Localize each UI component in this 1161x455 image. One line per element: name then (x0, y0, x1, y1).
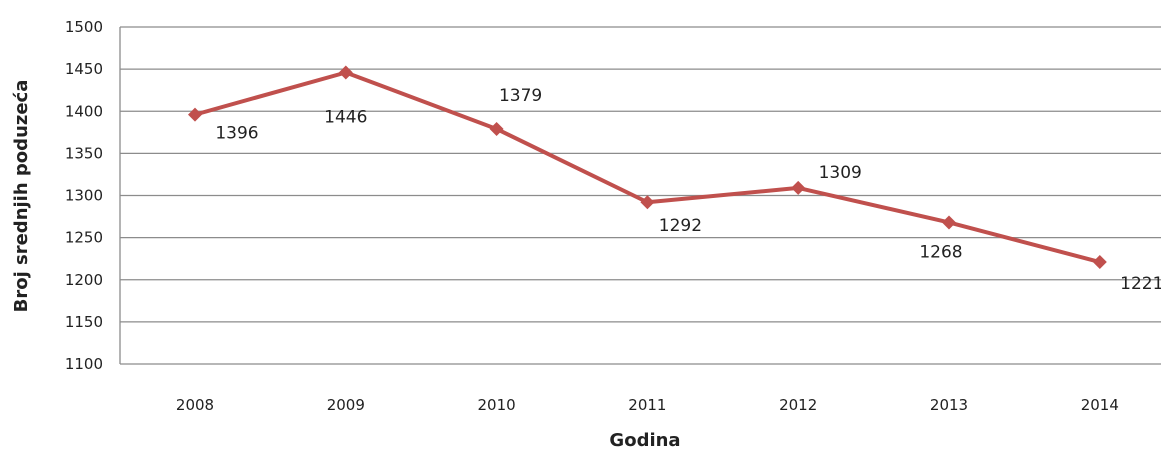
data-label-2011: 1292 (659, 216, 702, 236)
y-tick-label-1400: 1400 (65, 102, 103, 120)
data-point-2010 (489, 121, 504, 136)
x-axis-title: Godina (609, 430, 680, 451)
data-point-2011 (640, 195, 655, 210)
x-tick-label-2008: 2008 (176, 396, 214, 414)
data-label-2014: 1221 (1120, 274, 1161, 294)
data-point-2008 (188, 107, 202, 122)
y-tick-label-1500: 1500 (65, 18, 103, 36)
y-axis-title: Broj srednjih poduzeća (11, 80, 32, 313)
data-label-2008: 1396 (215, 124, 258, 144)
x-tick-label-2011: 2011 (628, 396, 666, 414)
x-axis-tick-labels: 2008 2009 2010 2011 2012 2013 2014 (176, 396, 1119, 414)
data-label-2009: 1446 (324, 107, 367, 127)
data-point-2014 (1092, 255, 1107, 270)
grid-lines (119, 26, 1161, 365)
y-tick-label-1300: 1300 (65, 187, 103, 205)
y-tick-label-1100: 1100 (65, 355, 103, 373)
data-point-2013 (942, 215, 956, 230)
series-layer (188, 65, 1107, 270)
data-label-2010: 1379 (499, 86, 542, 106)
data-label-2013: 1268 (919, 242, 962, 262)
data-label-2012: 1309 (819, 163, 862, 183)
y-tick-label-1250: 1250 (65, 229, 103, 247)
data-labels: 1396 1446 1379 1292 1309 1268 1221 (215, 86, 1161, 294)
data-point-2012 (791, 180, 806, 195)
data-point-2009 (338, 65, 353, 80)
y-tick-label-1200: 1200 (65, 271, 103, 289)
x-tick-label-2012: 2012 (779, 396, 817, 414)
x-tick-label-2014: 2014 (1081, 396, 1119, 414)
y-tick-label-1350: 1350 (65, 144, 103, 162)
x-tick-label-2013: 2013 (930, 396, 968, 414)
y-tick-label-1450: 1450 (65, 60, 103, 78)
y-tick-label-1150: 1150 (65, 313, 103, 331)
x-tick-label-2009: 2009 (327, 396, 365, 414)
y-axis-tick-labels: 1100 1150 1200 1250 1300 1350 1400 1450 1500 (65, 18, 103, 373)
x-tick-label-2010: 2010 (478, 396, 516, 414)
series-line-0 (193, 70, 1102, 265)
